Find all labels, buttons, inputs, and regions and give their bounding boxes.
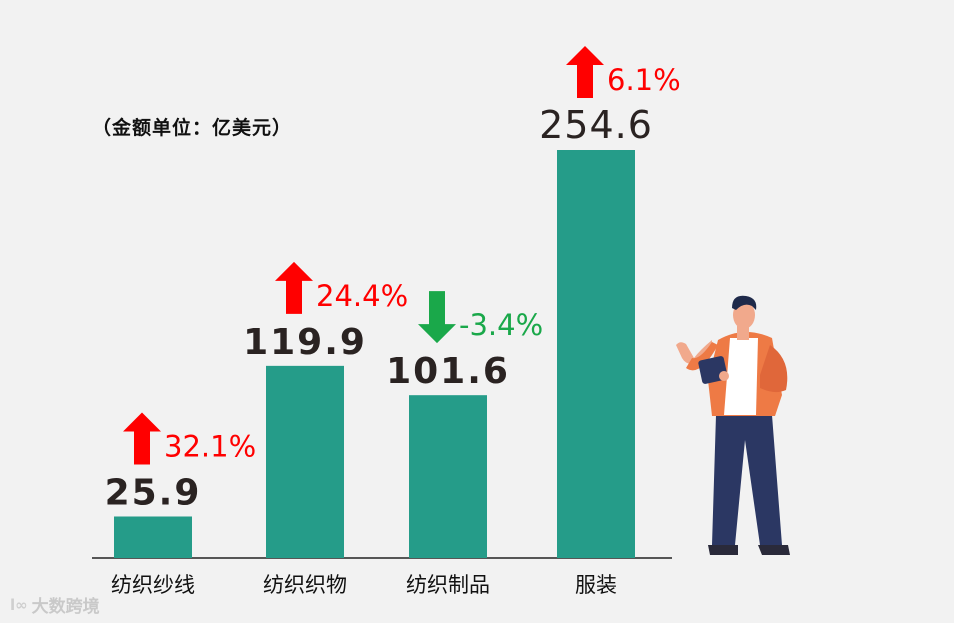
value-label-2: 119.9 — [243, 322, 367, 363]
bar-1 — [114, 516, 192, 558]
watermark: l∞ 大数跨境 — [10, 592, 100, 618]
category-label-2: 纺织织物 — [263, 573, 347, 597]
change-label-2: 24.4% — [316, 279, 408, 313]
unit-note: （金额单位：亿美元） — [92, 117, 293, 139]
bars-group — [114, 150, 635, 558]
up-arrow-icon-4 — [566, 46, 604, 98]
bar-2 — [266, 365, 344, 558]
value-label-1: 25.9 — [105, 472, 202, 513]
change-label-4: 6.1% — [607, 63, 681, 97]
down-arrow-icon-3 — [418, 291, 456, 344]
change-label-3: -3.4% — [459, 308, 543, 342]
category-label-3: 纺织制品 — [406, 573, 490, 597]
change-label-1: 32.1% — [164, 429, 256, 463]
category-label-1: 纺织纱线 — [111, 573, 195, 597]
watermark-text: 大数跨境 — [31, 597, 100, 617]
bar-4 — [557, 150, 635, 558]
up-arrow-icon-2 — [275, 261, 313, 314]
value-label-4: 254.6 — [539, 103, 653, 147]
watermark-logo-icon: l∞ — [10, 595, 28, 614]
value-label-3: 101.6 — [386, 351, 510, 392]
person-illustration — [676, 295, 790, 555]
up-arrow-icon-1 — [123, 412, 161, 465]
labels-group: 25.9 纺织纱线 32.1% 119.9 纺织织物 24.4% 101.6 纺织制品 -3.4… — [105, 46, 681, 597]
category-label-4: 服装 — [575, 573, 617, 597]
bar-3 — [409, 395, 487, 558]
